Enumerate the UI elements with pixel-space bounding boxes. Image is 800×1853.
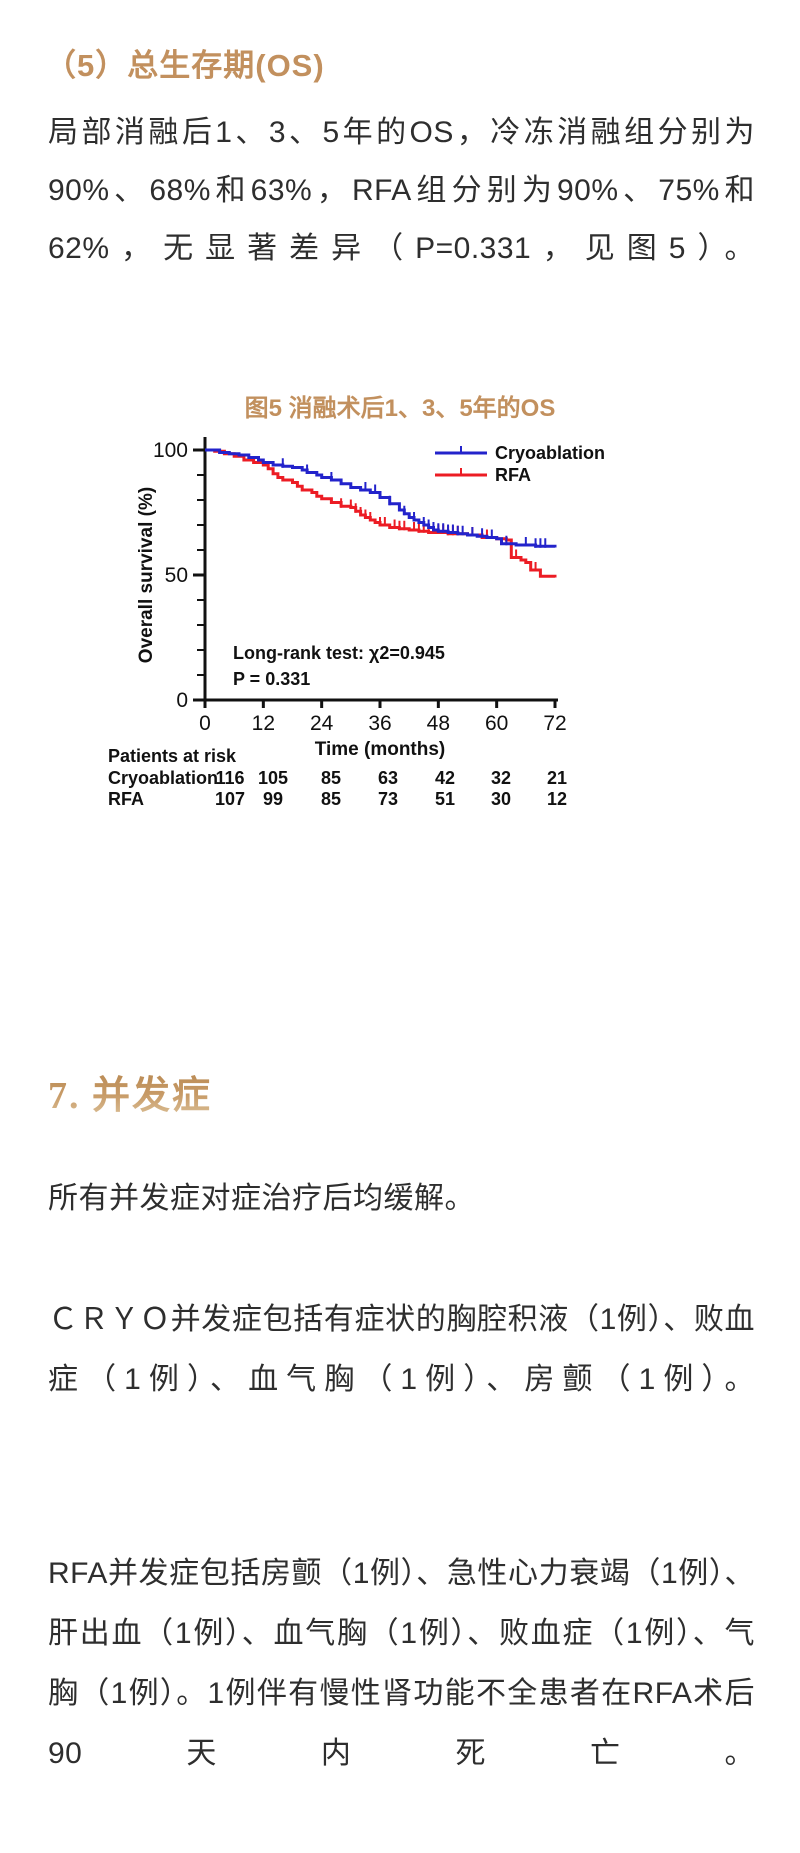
at-risk-count: 107 (215, 789, 245, 809)
at-risk-count: 51 (435, 789, 455, 809)
x-tick-label: 12 (252, 712, 275, 735)
at-risk-count: 30 (491, 789, 511, 809)
x-tick-label: 60 (485, 712, 508, 735)
complications-section-heading: 7. 并发症 (48, 1064, 212, 1119)
at-risk-count: 99 (263, 789, 283, 809)
at-risk-count: 63 (378, 768, 398, 788)
y-tick-label: 100 (153, 439, 188, 462)
x-tick-label: 0 (199, 712, 211, 735)
at-risk-title: Patients at risk (108, 746, 237, 766)
logrank-annotation: Long-rank test: χ2=0.945 (233, 643, 445, 663)
os-section-heading: （5）总生存期(OS) (45, 48, 325, 83)
at-risk-count: 85 (321, 768, 341, 788)
at-risk-count: 42 (435, 768, 455, 788)
at-risk-count: 105 (258, 768, 288, 788)
at-risk-count: 12 (547, 789, 567, 809)
at-risk-count: 116 (215, 768, 244, 788)
x-tick-label: 24 (310, 712, 334, 735)
y-tick-label: 0 (176, 689, 188, 712)
y-tick-label: 50 (165, 564, 188, 587)
figure5-caption: 图5 消融术后1、3、5年的OS (244, 395, 556, 422)
x-tick-label: 72 (543, 712, 566, 735)
complications-paragraph-rfa: RFA并发症包括房颤（1例）、急性心力衰竭（1例）、肝出血（1例）、血气胸（1例… (48, 1557, 755, 1770)
complications-paragraph-1: 所有并发症对症治疗后均缓解。 (48, 1182, 475, 1215)
legend-label: Cryoablation (495, 443, 605, 463)
series-cryoablation (205, 448, 557, 548)
x-tick-label: 36 (368, 712, 391, 735)
at-risk-count: 21 (547, 768, 567, 788)
figure5-survival-chart: 100 50 0 0 12 24 36 48 60 72 Time (months) Overall … (0, 425, 800, 815)
legend-item-rfa (435, 468, 487, 477)
x-axis-title: Time (months) (315, 739, 446, 760)
km-plot-svg: 100 50 00 12 24 36 48 60 72 Time (months) Overall … (108, 437, 605, 809)
at-risk-count: 32 (491, 768, 511, 788)
complications-paragraph-cryo: ＣＲＹＯ并发症包括有症状的胸腔积液（1例）、败血症（1例）、血气胸（1例）、房颤… (48, 1303, 755, 1396)
at-risk-row-label: Cryoablation (108, 768, 218, 788)
os-paragraph: 局部消融后1、3、5年的OS，冷冻消融组分别为90%、68%和63%，RFA组分… (48, 116, 755, 265)
at-risk-count: 73 (378, 789, 398, 809)
pvalue-annotation: P = 0.331 (233, 669, 310, 689)
at-risk-count: 85 (321, 789, 341, 809)
legend-label: RFA (495, 465, 531, 485)
legend-item-cryoablation (435, 446, 487, 455)
at-risk-row-label: RFA (108, 789, 144, 809)
x-tick-label: 48 (427, 712, 450, 735)
y-axis-title: Overall survival (%) (136, 487, 157, 663)
